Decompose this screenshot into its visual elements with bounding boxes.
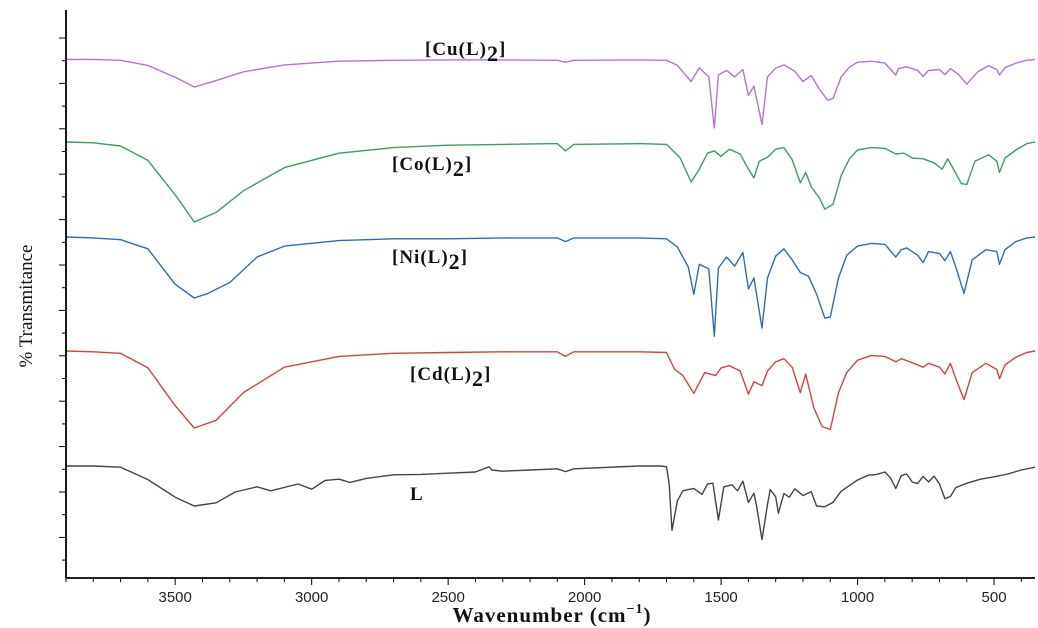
- series-line-cu-l-2: [66, 58, 1036, 129]
- series-label-cd-l-2: [Cd(L)2]: [410, 364, 491, 391]
- x-tick-label: 1500: [704, 589, 737, 606]
- x-tick-label: 2000: [568, 589, 601, 606]
- series-label-cu-l-2: [Cu(L)2]: [425, 39, 506, 66]
- series-line-l: [66, 465, 1036, 541]
- x-tick-label: 3500: [158, 589, 191, 606]
- y-axis-title: % Transmitance: [16, 245, 37, 368]
- x-axis-title: Wavenumber (cm−1): [453, 602, 652, 627]
- series-line-ni-l-2: [65, 236, 1036, 337]
- x-tick-label: 500: [982, 589, 1007, 606]
- curves-layer: [65, 58, 1036, 541]
- x-tick-label: 3000: [295, 589, 328, 606]
- x-tick-label: 2500: [431, 589, 464, 606]
- series-line-cd-l-2: [65, 350, 1036, 431]
- axes-layer: 3500 3000 2500 2000 1500 1000 500: [59, 10, 1035, 606]
- series-label-co-l-2: [Co(L)2]: [392, 154, 472, 181]
- x-tick-label: 1000: [841, 589, 874, 606]
- series-labels-layer: [Cu(L)2] [Co(L)2] [Ni(L)2] [Cd(L)2] L: [392, 39, 506, 505]
- series-label-ni-l-2: [Ni(L)2]: [392, 247, 468, 274]
- series-line-co-l-2: [65, 141, 1036, 223]
- series-label-l: L: [410, 484, 424, 505]
